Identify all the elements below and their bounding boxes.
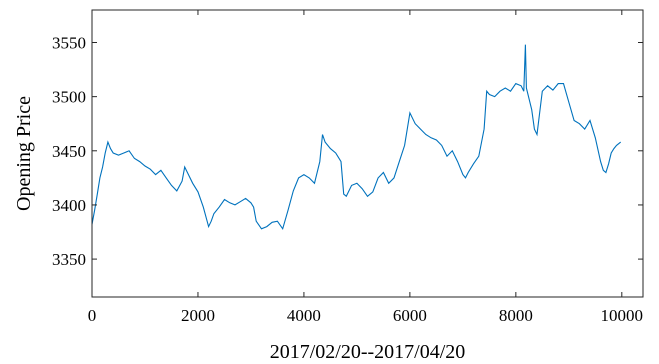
y-axis-label: Opening Price	[13, 96, 35, 211]
x-tick-label: 8000	[499, 306, 533, 325]
plot-frame	[91, 9, 644, 298]
x-ticks: 0 2000 4000 6000 8000 10000	[88, 10, 643, 325]
y-tick-label: 3350	[52, 250, 86, 269]
price-series-line	[91, 44, 622, 231]
x-tick-label: 4000	[287, 306, 321, 325]
x-tick-label: 10000	[601, 306, 644, 325]
x-tick-label: 2000	[181, 306, 215, 325]
y-tick-label: 3450	[52, 142, 86, 161]
y-tick-label: 3550	[52, 33, 86, 52]
y-ticks: 3350 3400 3450 3500 3550	[52, 33, 643, 269]
x-tick-label: 6000	[393, 306, 427, 325]
plot-area	[92, 10, 643, 297]
x-tick-label: 0	[88, 306, 97, 325]
x-axis-label: 2017/02/20--2017/04/20	[270, 341, 466, 363]
y-tick-label: 3400	[52, 196, 86, 215]
y-tick-label: 3500	[52, 88, 86, 107]
